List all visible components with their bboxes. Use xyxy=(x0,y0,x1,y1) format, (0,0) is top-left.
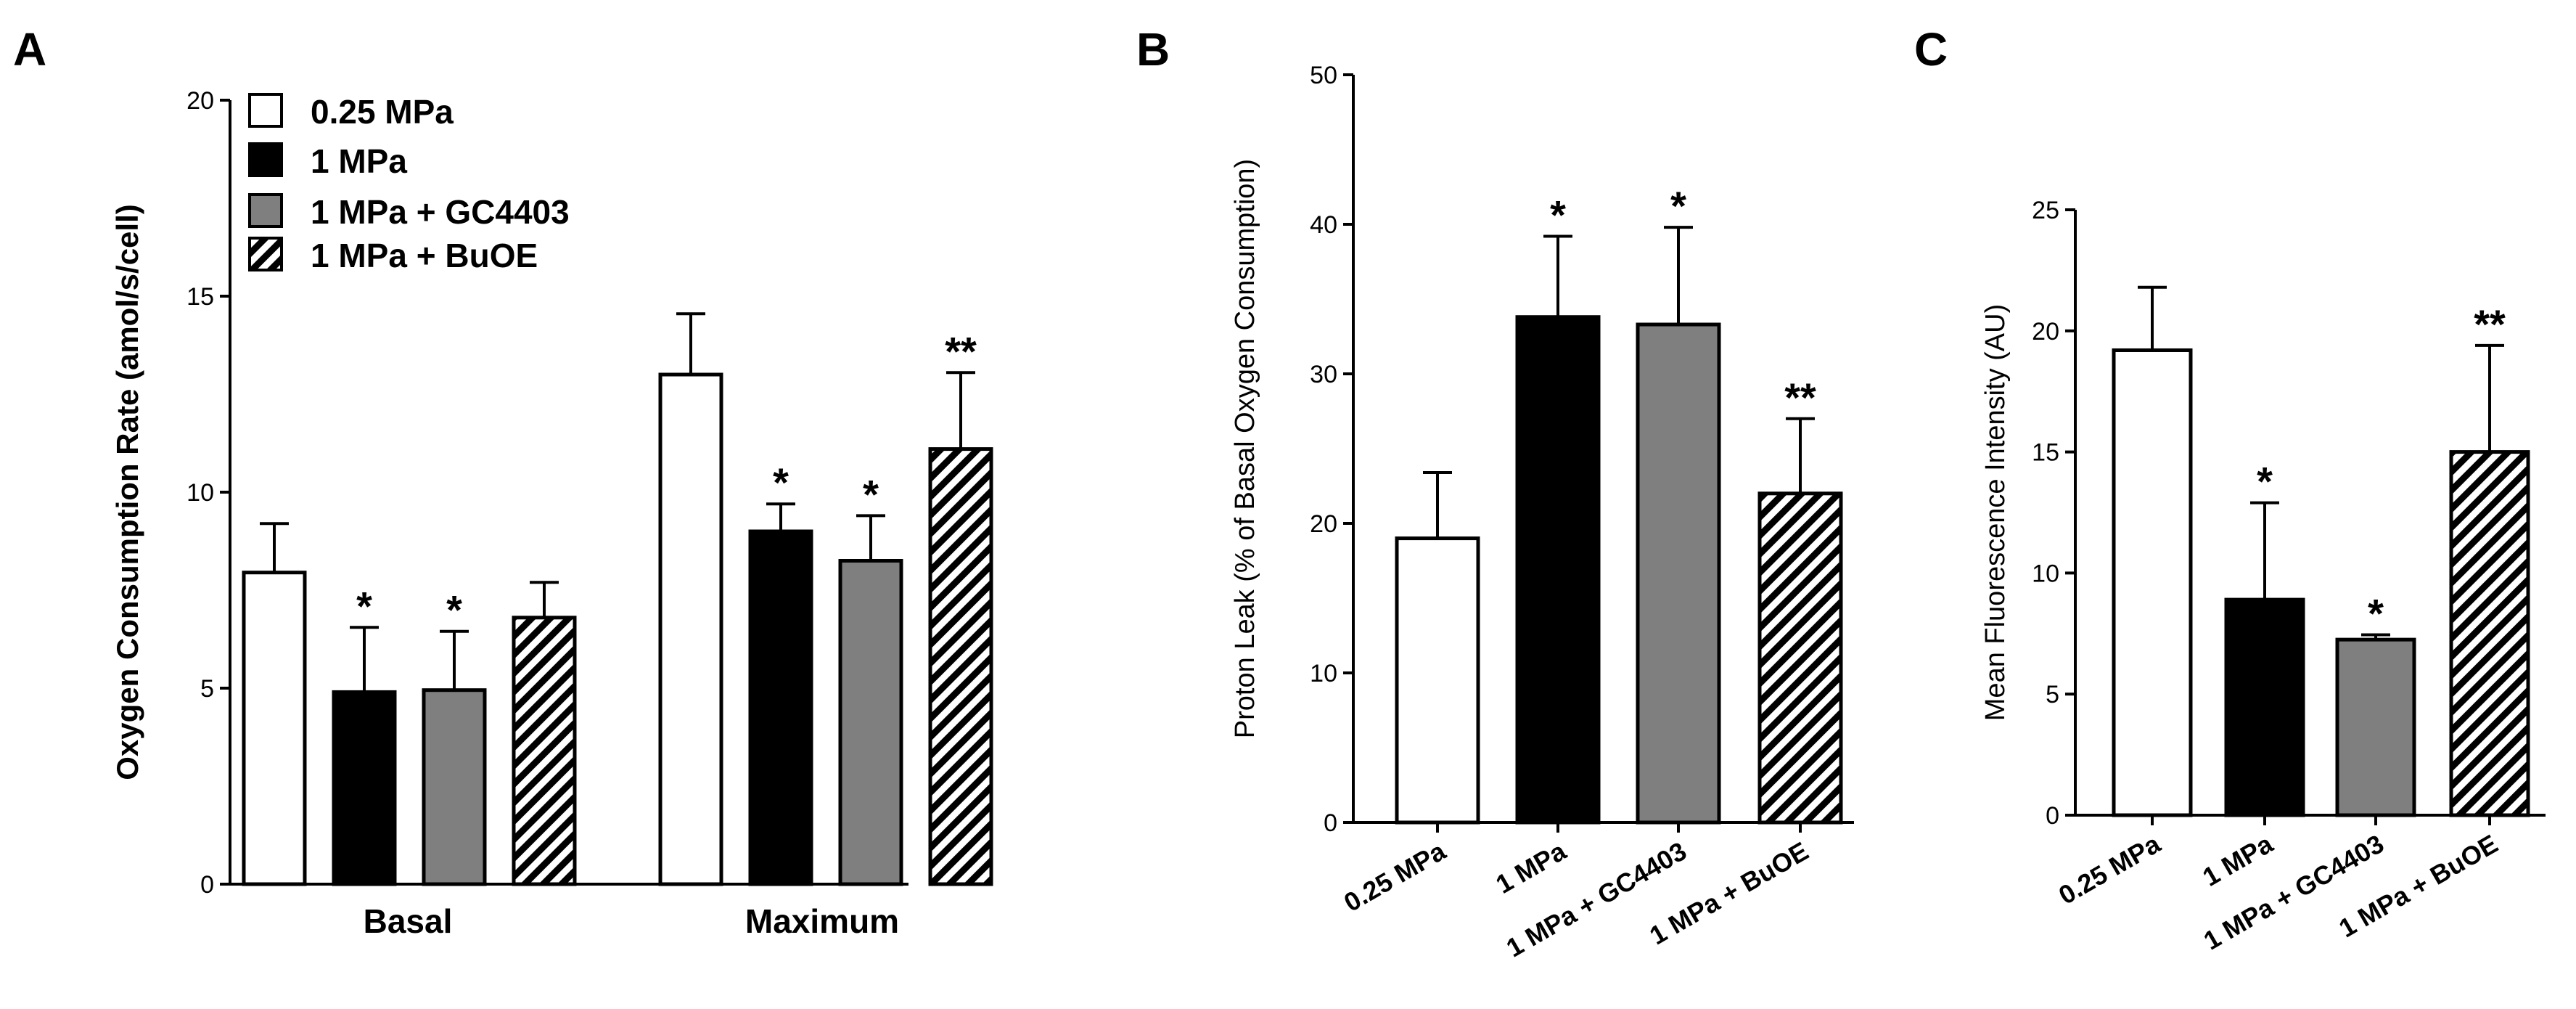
chart-c-y-tick-label: 25 xyxy=(2032,197,2059,224)
chart-c-y-tick-label: 10 xyxy=(2032,560,2059,587)
chart-b-bar-4 xyxy=(1757,491,1843,825)
chart-c-x-tick-label: 0.25 MPa xyxy=(2054,828,2166,910)
chart-a-y-tick-label: 15 xyxy=(186,283,214,311)
chart-c-y-tick-label: 0 xyxy=(2046,802,2059,830)
legend-swatch-1mpa xyxy=(248,142,283,177)
chart-b-x-tick-label: 0.25 MPa xyxy=(1339,836,1451,918)
chart-b-y-tick-label: 0 xyxy=(1324,809,1337,837)
chart-c-y-tick-label: 20 xyxy=(2032,318,2059,346)
chart-c-y-tick-label: 15 xyxy=(2032,439,2059,467)
legend-label-gc4403: 1 MPa + GC4403 xyxy=(311,193,570,231)
chart-b-y-tick-label: 50 xyxy=(1310,62,1337,89)
chart-b: Proton Leak (% of Basal Oxygen Consumpti… xyxy=(1230,62,1854,963)
chart-b-y-tick-label: 30 xyxy=(1310,361,1337,388)
chart-c-bar-2-significance: * xyxy=(2257,459,2273,504)
legend-label-025mpa: 0.25 MPa xyxy=(311,93,454,131)
chart-b-bar-4-significance: ** xyxy=(1784,375,1816,420)
panel-a-letter: A xyxy=(13,23,46,75)
chart-b-bar-2-significance: * xyxy=(1550,192,1566,237)
chart-c-y-tick-label: 5 xyxy=(2046,681,2059,708)
legend-swatch-025mpa xyxy=(248,93,283,128)
chart-a-x-category-basal: Basal xyxy=(364,902,453,940)
chart-a-bar-maximum-4 xyxy=(928,447,993,886)
chart-a-y-tick-label: 10 xyxy=(186,479,214,507)
chart-a-bar-maximum-1 xyxy=(658,372,723,886)
chart-b-y-label: Proton Leak (% of Basal Oxygen Consumpti… xyxy=(1230,159,1260,738)
chart-a-y-tick-label: 0 xyxy=(200,871,214,899)
chart-b-y-tick-label: 20 xyxy=(1310,510,1337,538)
chart-b-bar-3 xyxy=(1636,322,1721,825)
chart-b-x-tick-label: 1 MPa xyxy=(1490,836,1571,899)
chart-b-bar-2 xyxy=(1515,315,1601,825)
chart-c-x-tick-label: 1 MPa xyxy=(2197,828,2278,892)
chart-a-bar-basal-3 xyxy=(422,688,487,886)
legend-swatch-buoe xyxy=(248,237,283,271)
chart-c: Mean Fluorescence Intensity (AU) 0 5 10 15 2… xyxy=(1980,197,2546,956)
chart-a-bar-basal-3-significance: * xyxy=(446,587,462,633)
legend-swatch-gc4403 xyxy=(248,193,283,228)
chart-a-bar-basal-2 xyxy=(332,690,397,886)
chart-a-bar-maximum-2 xyxy=(748,529,813,886)
chart-c-bar-4 xyxy=(2449,450,2530,817)
legend-label-1mpa: 1 MPa xyxy=(311,142,407,180)
chart-b-bar-3-significance: * xyxy=(1670,183,1686,229)
chart-a: Oxygen Consumption Rate (amol/s/cell) 0 5… xyxy=(110,87,993,940)
chart-a-bar-maximum-3 xyxy=(838,559,903,886)
chart-c-bar-2 xyxy=(2224,597,2305,817)
chart-a-y-label: Oxygen Consumption Rate (amol/s/cell) xyxy=(110,204,144,780)
chart-c-bar-3-significance: * xyxy=(2368,590,2384,636)
chart-a-legend: 0.25 MPa 1 MPa 1 MPa + GC4403 1 MPa + Bu… xyxy=(248,93,570,274)
chart-a-bar-basal-2-significance: * xyxy=(356,583,372,629)
chart-a-y-tick-label: 5 xyxy=(200,675,214,703)
legend-label-buoe: 1 MPa + BuOE xyxy=(311,237,538,274)
panel-c-letter: C xyxy=(1914,23,1948,75)
chart-c-bar-3 xyxy=(2335,637,2416,817)
chart-c-bar-4-significance: ** xyxy=(2474,301,2506,347)
chart-a-bar-basal-4 xyxy=(512,616,577,886)
panel-b-letter: B xyxy=(1136,23,1170,75)
chart-a-bar-maximum-4-significance: ** xyxy=(945,328,977,374)
chart-a-bar-basal-1 xyxy=(242,571,307,886)
chart-c-bar-1 xyxy=(2112,348,2193,817)
chart-c-y-label: Mean Fluorescence Intensity (AU) xyxy=(1980,304,2011,721)
chart-a-bar-maximum-3-significance: * xyxy=(863,471,879,517)
chart-a-bar-maximum-2-significance: * xyxy=(773,459,789,505)
chart-a-y-tick-label: 20 xyxy=(186,87,214,115)
chart-b-y-tick-label: 40 xyxy=(1310,211,1337,239)
chart-b-bar-1 xyxy=(1395,536,1480,825)
chart-b-y-tick-label: 10 xyxy=(1310,660,1337,687)
chart-a-x-category-maximum: Maximum xyxy=(745,902,899,940)
